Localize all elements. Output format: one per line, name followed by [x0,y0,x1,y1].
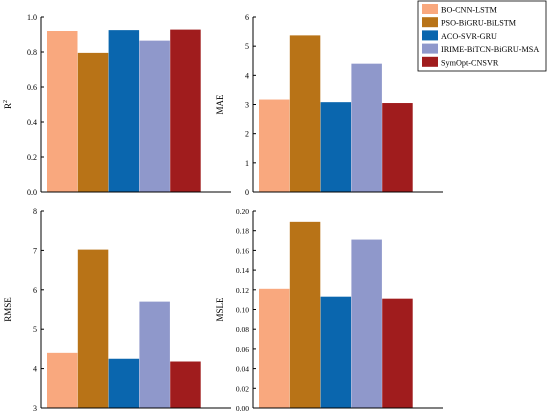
y-tick-label-r2-4: 0.8 [27,48,37,57]
y-tick-label-mae-6: 6 [245,13,249,22]
y-axis-label-rmse: RMSE [3,297,13,322]
y-tick-label-rmse-1: 4 [33,365,37,374]
bar-r2-5 [170,29,201,192]
y-tick-label-mae-1: 1 [245,159,249,168]
y-tick-label-msle-7: 0.14 [236,266,249,275]
legend-box [417,0,547,72]
bar-msle-1 [259,288,290,408]
y-tick-label-rmse-4: 7 [33,246,37,255]
y-tick-label-rmse-2: 5 [33,325,37,334]
y-tick-label-mae-0: 0 [245,188,249,197]
y-axis-label-msle: MSLE [215,297,225,322]
bar-rmse-2 [77,249,109,408]
legend-swatch-5 [422,56,438,67]
y-tick-label-rmse-5: 8 [33,207,37,216]
bar-rmse-1 [47,352,78,408]
bar-r2-1 [47,31,78,192]
y-axis-label-sup-r2: 2 [3,100,9,103]
y-tick-label-mae-3: 3 [245,101,249,110]
y-tick-label-rmse-3: 6 [33,286,37,295]
bar-rmse-4 [139,301,170,408]
y-tick-label-msle-6: 0.12 [236,286,249,295]
legend-label-4: IRIME-BiTCN-BiGRU-MSA [441,45,539,54]
legend-label-3: ACO-SVR-GRU [441,32,497,41]
chart-panel-r2: 0.0 0.2 0.4 0.6 0.8 1.0 R2 [3,13,231,197]
y-tick-label-msle-10: 0.20 [236,207,249,216]
y-tick-label-msle-5: 0.10 [236,306,249,315]
panels-group: 0.0 0.2 0.4 0.6 0.8 1.0 R2 0 1 2 3 4 5 6 MAE 3 4 5 6 7 8 RMSE… [3,13,443,413]
y-tick-label-msle-1: 0.02 [236,384,249,393]
y-tick-label-r2-3: 0.6 [27,83,37,92]
bar-mae-4 [351,63,382,192]
y-tick-label-rmse-0: 3 [33,404,37,413]
bar-mae-2 [289,35,321,193]
y-tick-label-msle-3: 0.06 [236,345,249,354]
y-tick-label-r2-1: 0.2 [27,153,37,162]
bar-msle-4 [351,239,382,408]
bar-r2-3 [108,30,140,193]
y-tick-label-mae-5: 5 [245,42,249,51]
bar-msle-5 [382,298,413,408]
y-tick-label-r2-2: 0.4 [27,118,37,127]
legend-swatch-4 [422,43,438,54]
legend-label-2: PSO-BiGRU-BiLSTM [441,19,517,28]
bar-msle-3 [320,296,352,408]
chart-panel-msle: 0.00 0.02 0.04 0.06 0.08 0.10 0.12 0.14 0.16 0.18… [215,207,443,413]
chart-panel-mae: 0 1 2 3 4 5 6 MAE [215,13,443,197]
y-tick-label-msle-9: 0.18 [236,227,249,236]
y-tick-label-msle-4: 0.08 [236,325,249,334]
y-axis-label-r2: R2 [3,100,13,109]
y-tick-label-msle-8: 0.16 [236,246,249,255]
legend-label-1: BO-CNN-LSTM [441,6,498,15]
y-tick-label-r2-5: 1.0 [27,13,37,22]
bar-r2-4 [139,40,170,193]
bar-msle-2 [289,221,321,408]
y-tick-label-mae-2: 2 [245,130,249,139]
legend: BO-CNN-LSTM PSO-BiGRU-BiLSTM ACO-SVR-GRU IR… [417,0,547,72]
chart-panel-rmse: 3 4 5 6 7 8 RMSE [3,207,231,413]
bar-rmse-3 [108,358,140,408]
y-tick-label-msle-0: 0.00 [236,404,249,413]
y-tick-label-r2-0: 0.0 [27,188,37,197]
legend-swatch-3 [422,30,438,41]
bar-rmse-5 [170,361,201,408]
legend-swatch-2 [422,17,438,28]
y-axis-label-mae: MAE [215,94,225,115]
y-tick-label-mae-4: 4 [245,71,249,80]
bar-mae-5 [382,103,413,192]
bar-mae-1 [259,99,290,192]
bar-r2-2 [77,52,109,193]
legend-label-5: SymOpt-CNSVR [441,58,499,67]
y-tick-label-msle-2: 0.04 [236,365,249,374]
bar-mae-3 [320,102,352,192]
legend-swatch-1 [422,4,438,14]
